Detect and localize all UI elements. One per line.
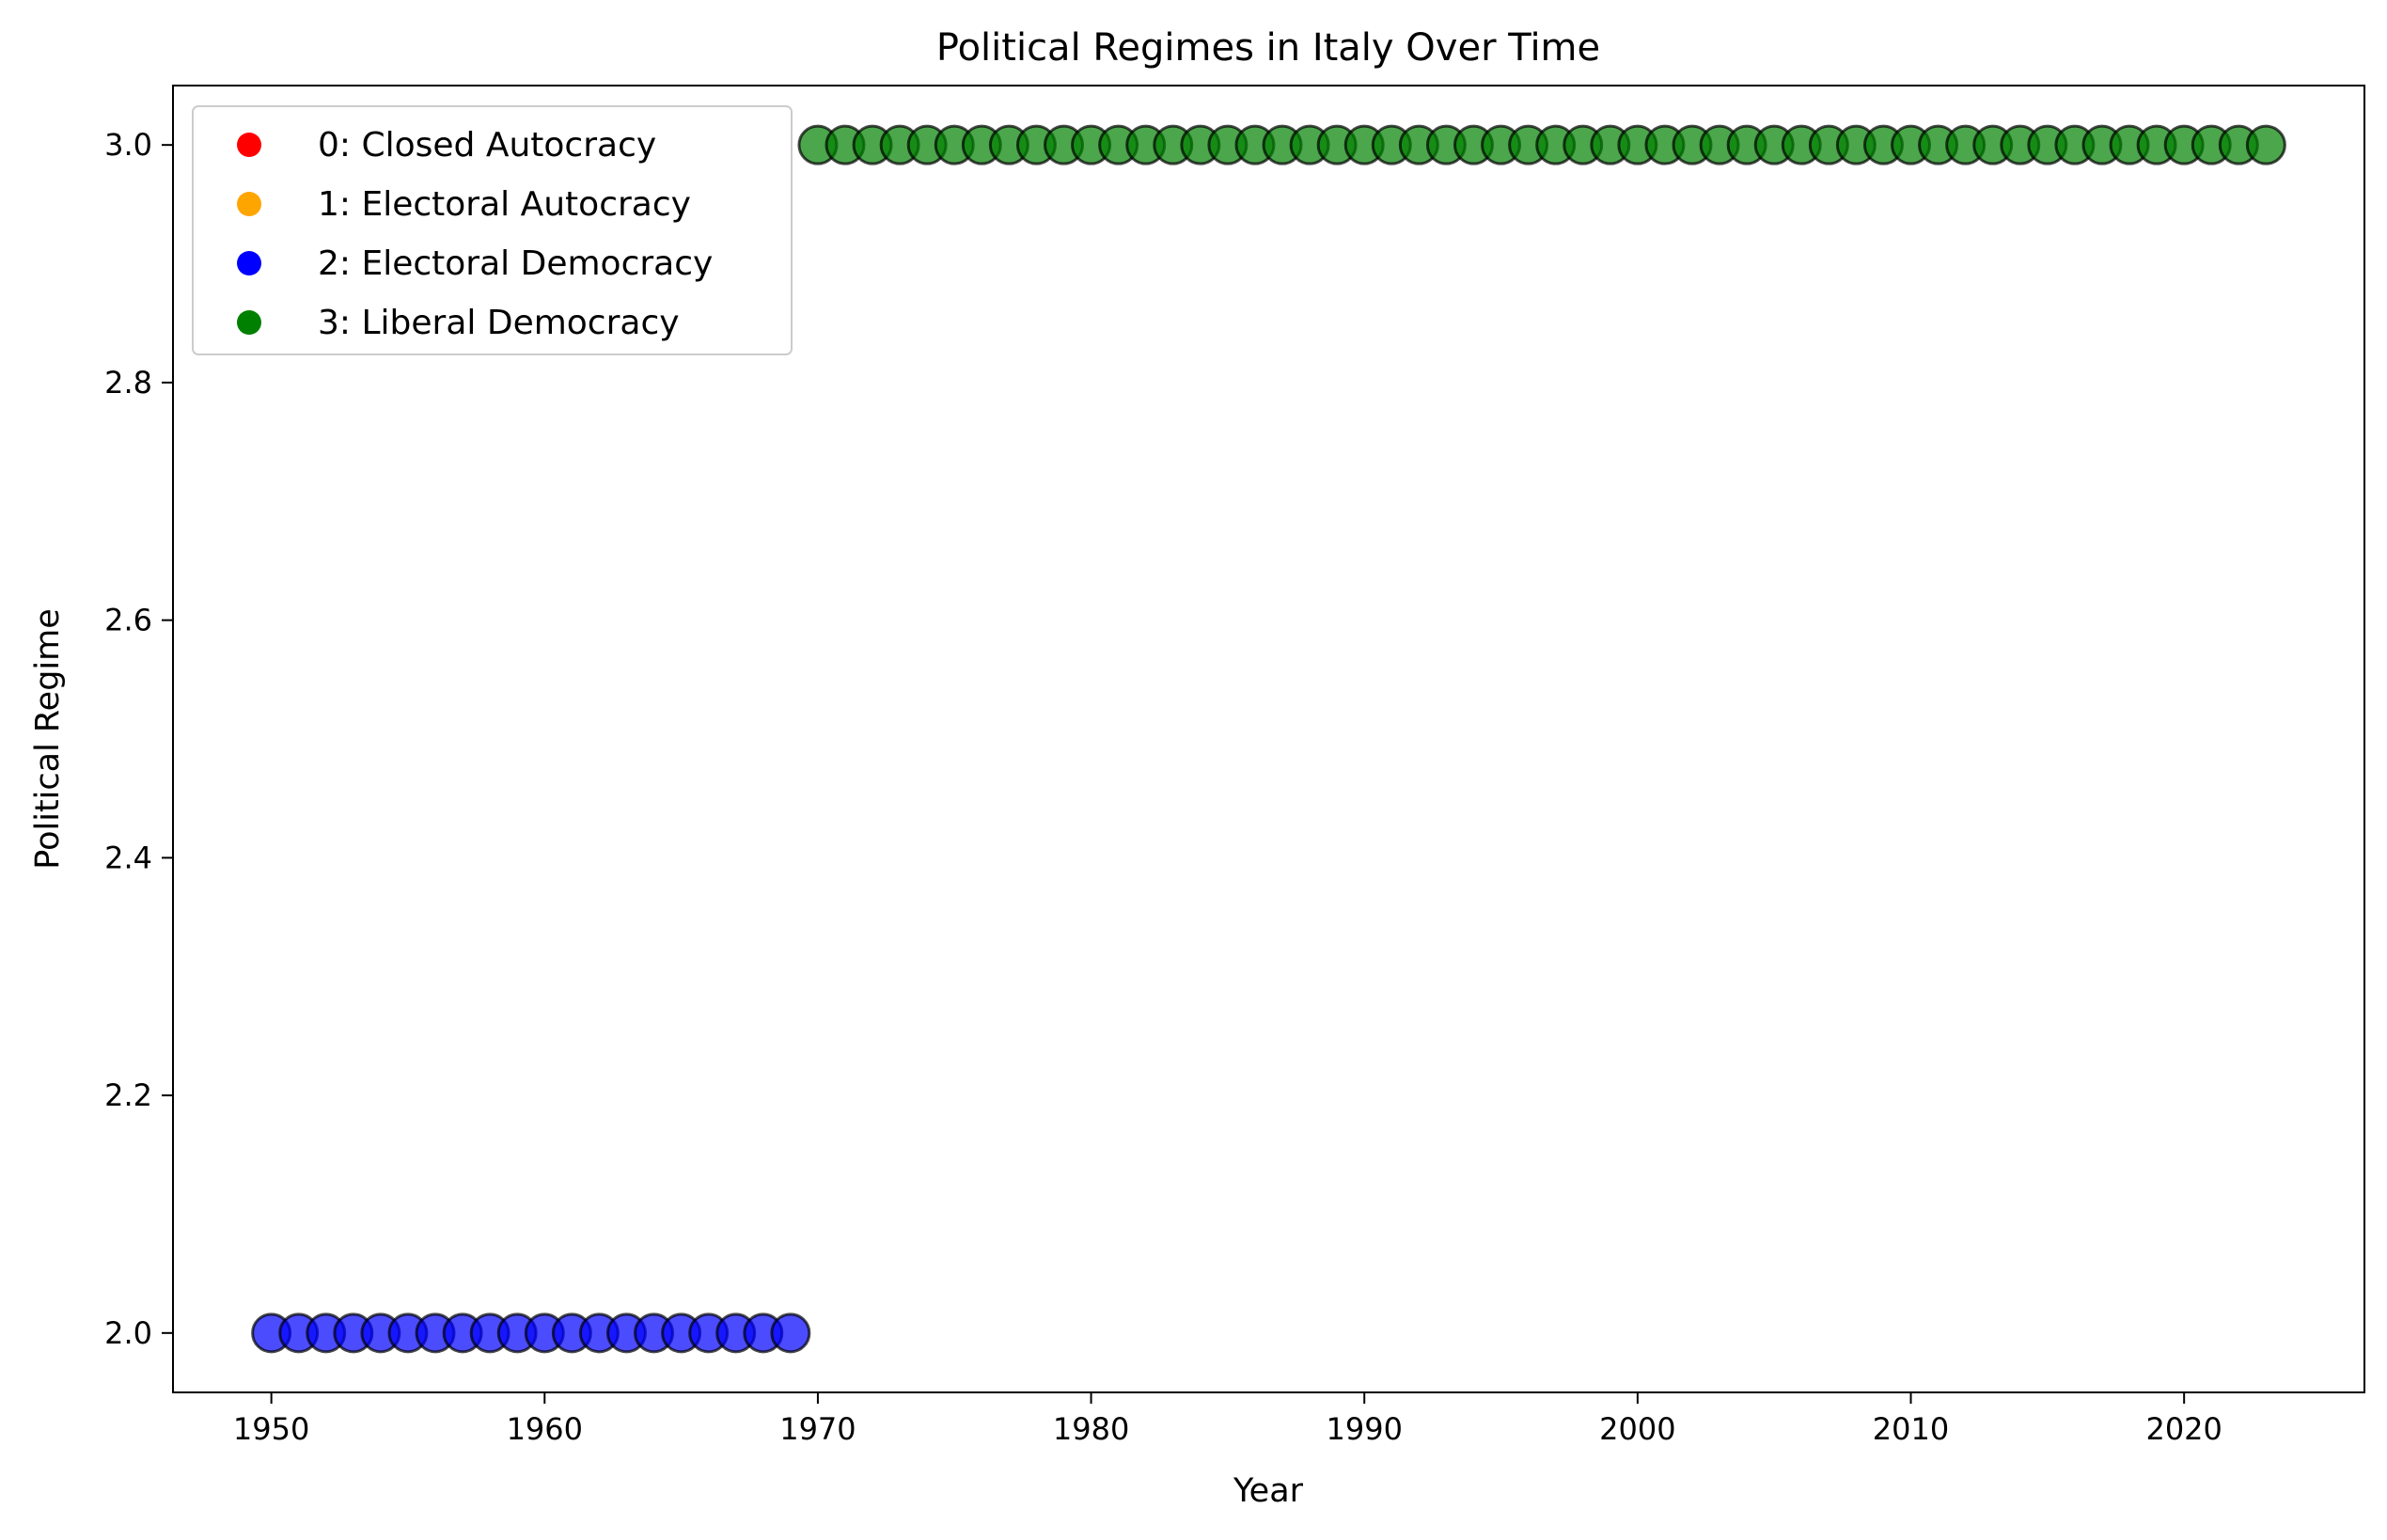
x-tick-label: 1950: [233, 1411, 309, 1447]
y-tick-label: 2.2: [104, 1077, 152, 1113]
data-point: [770, 1312, 811, 1354]
legend-marker: [237, 310, 261, 335]
legend-label: 1: Electoral Autocracy: [318, 185, 691, 224]
x-tick-label: 1990: [1327, 1411, 1403, 1447]
x-tick-label: 1960: [507, 1411, 583, 1447]
legend-label: 3: Liberal Democracy: [318, 304, 680, 342]
y-tick-label: 2.0: [104, 1315, 152, 1351]
y-tick-label: 2.8: [104, 365, 152, 401]
plot-area-frame: [172, 85, 2365, 1393]
legend: 0: Closed Autocracy 1: Electoral Autocrac…: [192, 105, 793, 355]
y-tick-label: 3.0: [104, 127, 152, 163]
legend-label: 2: Electoral Democracy: [318, 244, 713, 283]
legend-marker: [237, 251, 261, 275]
legend-marker: [237, 192, 261, 216]
ticks-layer: 1950 1960 1970 1980 1990 2000 2010 2020 2.0 2.2 2.…: [104, 127, 2222, 1447]
y-axis-label: Political Regime: [29, 608, 67, 870]
points-layer: [251, 124, 2286, 1354]
legend-marker: [237, 133, 261, 157]
legend-label: 0: Closed Autocracy: [318, 126, 656, 165]
y-tick-label: 2.6: [104, 603, 152, 638]
x-tick-label: 2010: [1873, 1411, 1949, 1447]
x-tick-label: 2020: [2145, 1411, 2222, 1447]
x-tick-label: 2000: [1599, 1411, 1675, 1447]
legend-entries: 0: Closed Autocracy 1: Electoral Autocrac…: [237, 126, 713, 342]
chart-title: Political Regimes in Italy Over Time: [936, 26, 1600, 70]
x-tick-label: 1970: [779, 1411, 856, 1447]
x-tick-label: 1980: [1053, 1411, 1129, 1447]
data-point: [2245, 124, 2286, 165]
x-axis-label: Year: [1233, 1472, 1304, 1510]
legend-frame: [192, 105, 793, 355]
y-tick-label: 2.4: [104, 840, 152, 875]
